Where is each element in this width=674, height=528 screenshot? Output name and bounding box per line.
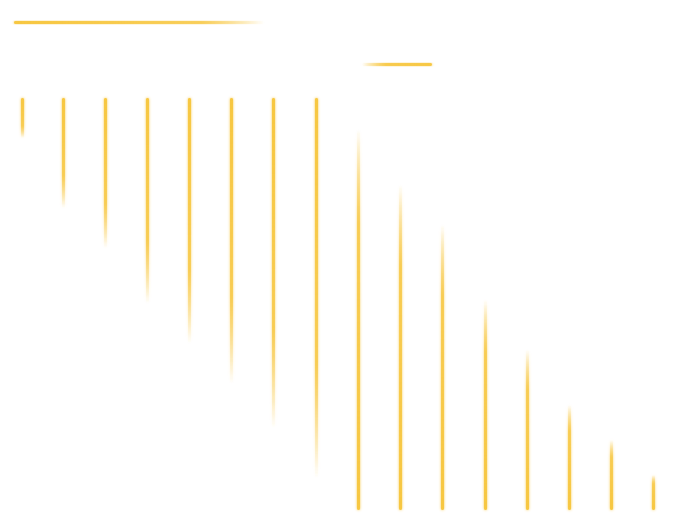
vertical-streak-11	[441, 225, 444, 510]
vertical-streak-7	[272, 98, 275, 428]
vertical-streak-16	[652, 475, 655, 510]
vertical-streak-4	[146, 98, 149, 303]
vertical-streak-1	[21, 98, 24, 138]
vertical-streak-5	[188, 98, 191, 343]
vertical-streaks	[21, 98, 655, 510]
horizontal-streak-2	[362, 63, 432, 66]
vertical-streak-6	[230, 98, 233, 383]
vertical-streak-2	[62, 98, 65, 208]
vertical-streak-15	[610, 440, 613, 510]
vertical-streak-9	[357, 130, 360, 510]
vertical-streak-13	[526, 350, 529, 510]
vertical-streak-3	[104, 98, 107, 248]
horizontal-streak-1	[14, 21, 264, 24]
vertical-streak-14	[568, 405, 571, 510]
vertical-streak-10	[399, 185, 402, 510]
vertical-streak-8	[315, 98, 318, 478]
vertical-streak-12	[484, 300, 487, 510]
